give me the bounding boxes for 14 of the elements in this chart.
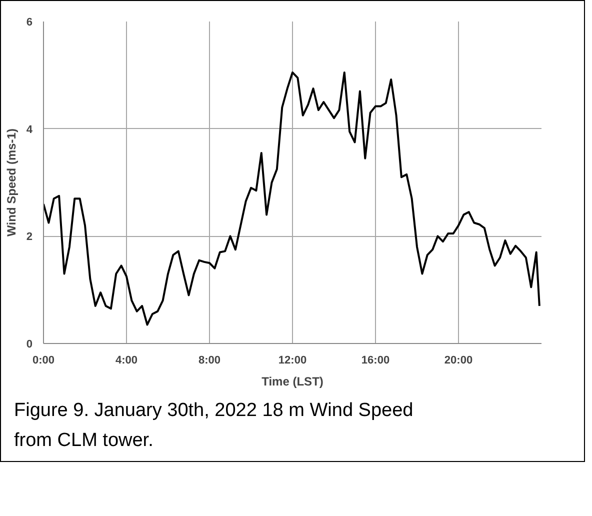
x-tick-label: 0:00	[32, 354, 55, 366]
line-series	[44, 71, 540, 326]
x-tick-label: 8:00	[198, 354, 221, 366]
x-axis-title: Time (LST)	[262, 374, 324, 388]
y-tick-label: 6	[26, 16, 33, 28]
y-tick-label: 4	[26, 124, 34, 136]
y-tick-label: 0	[26, 338, 33, 350]
x-tick-label: 4:00	[115, 354, 138, 366]
x-tick-label: 20:00	[444, 354, 473, 366]
y-tick-label: 2	[26, 231, 33, 244]
x-tick-label: 16:00	[361, 354, 390, 366]
x-tick-label: 12:00	[278, 354, 307, 366]
caption: Figure 9. January 30th, 2022 18 m Wind Speed from CLM tower.	[14, 399, 414, 453]
y-axis-title: Wind Speed (ms-1)	[4, 128, 18, 236]
